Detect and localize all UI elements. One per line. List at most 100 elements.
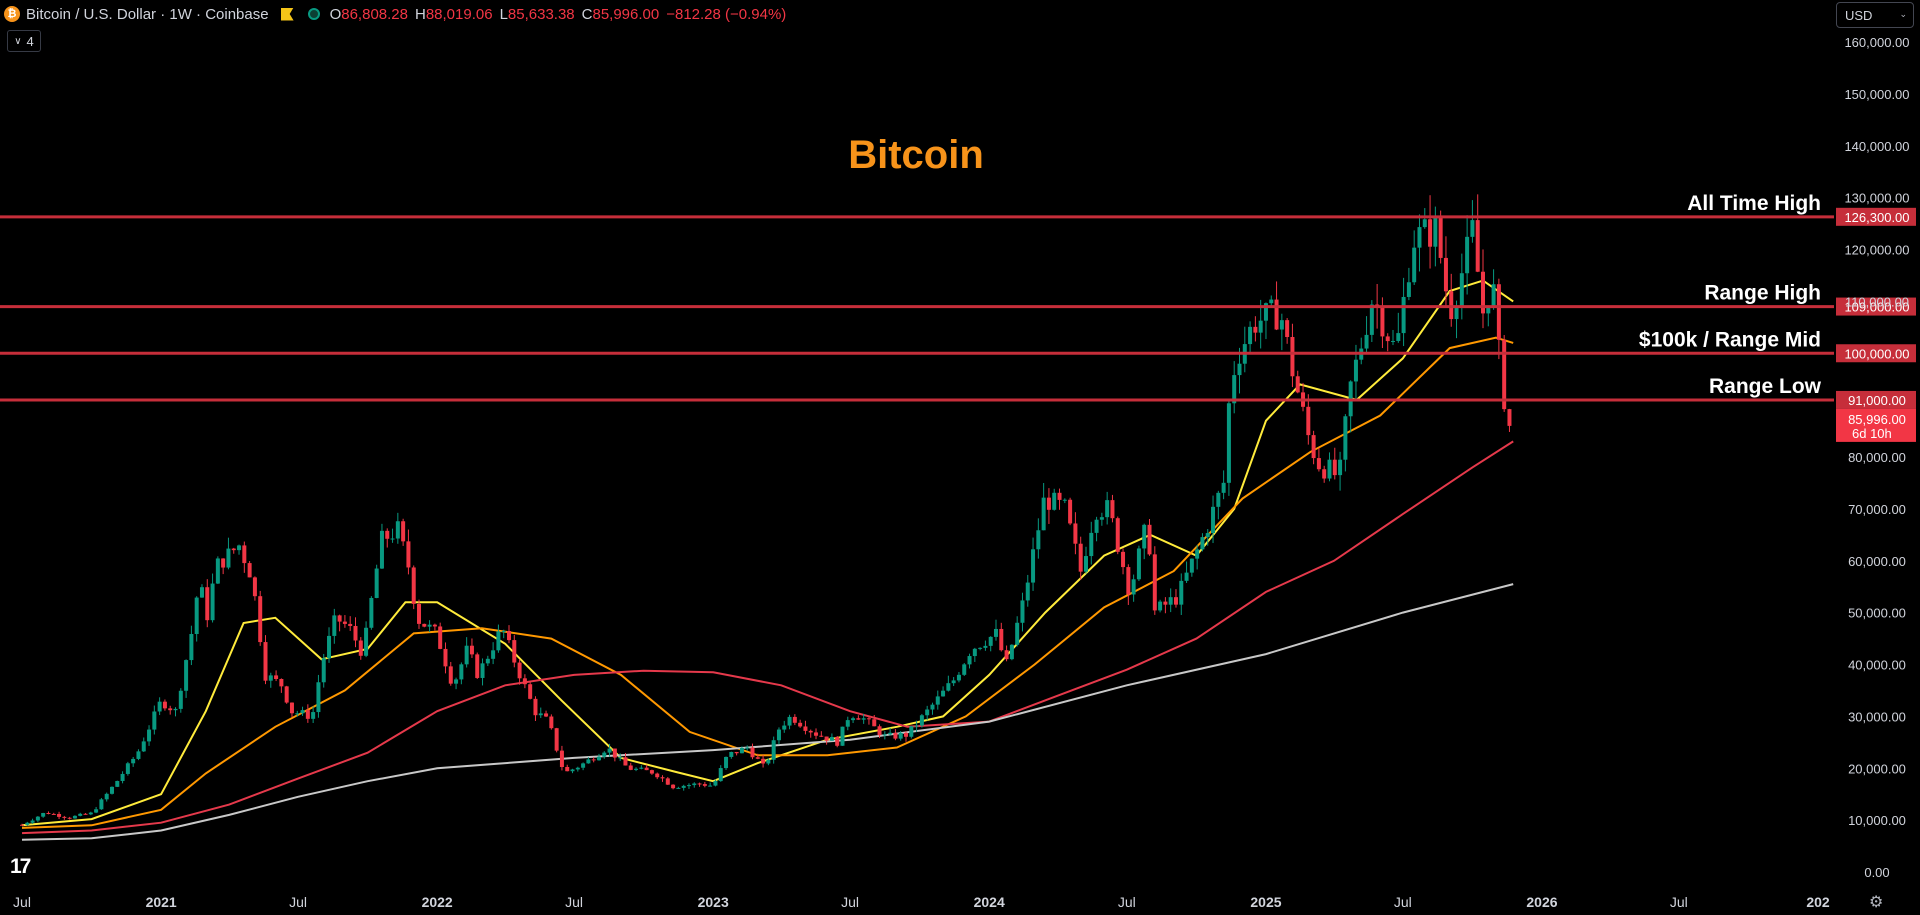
candle <box>618 753 623 761</box>
candles <box>20 194 1512 826</box>
last-price-tag <box>1836 408 1916 442</box>
candle <box>104 792 109 802</box>
candle <box>1316 447 1321 472</box>
candle <box>681 784 686 791</box>
time-tick-label: Jul <box>1394 894 1412 910</box>
candle <box>904 731 909 742</box>
candle <box>1083 546 1088 574</box>
close-key: C <box>581 5 593 23</box>
price-tick-label: 110,000.00 <box>1845 294 1909 309</box>
candle <box>1279 313 1284 351</box>
candle <box>369 596 374 630</box>
price-tick-label: 30,000.00 <box>1848 709 1906 724</box>
candle <box>168 705 173 715</box>
candle <box>72 815 77 819</box>
candle <box>464 637 469 668</box>
candle <box>776 727 781 745</box>
candle <box>231 547 236 554</box>
time-tick-label: 2024 <box>974 894 1005 910</box>
candle <box>628 762 633 771</box>
candle <box>967 653 972 669</box>
candle <box>1226 399 1231 496</box>
candle <box>1015 616 1020 647</box>
candle <box>162 699 167 711</box>
candle <box>565 764 570 772</box>
indicators-toggle-button[interactable]: ∨ 4 <box>7 30 41 52</box>
candle <box>819 731 824 738</box>
candle <box>851 716 856 723</box>
candle <box>173 707 178 717</box>
level-price-label: 100,000.00 <box>1844 346 1909 361</box>
candle <box>1147 518 1152 556</box>
candle <box>1041 482 1046 531</box>
symbol-name[interactable]: Bitcoin / U.S. Dollar · 1W · Coinbase <box>26 5 269 23</box>
candle <box>1105 491 1110 525</box>
candle <box>358 637 363 660</box>
candle <box>469 638 474 658</box>
candle <box>411 565 416 610</box>
candle <box>279 678 284 693</box>
candle <box>771 736 776 764</box>
candle <box>353 617 358 648</box>
price-tick-label: 150,000.00 <box>1844 87 1909 102</box>
candle <box>866 716 871 725</box>
candle <box>554 727 559 753</box>
candle <box>506 625 511 644</box>
moving-average-4 <box>21 583 1514 841</box>
candle <box>1142 523 1147 560</box>
candle <box>1391 329 1396 346</box>
moving-average-2 <box>21 336 1514 829</box>
candle <box>1496 278 1501 360</box>
candle <box>432 623 437 631</box>
candle <box>1491 269 1496 310</box>
candle <box>1332 447 1337 480</box>
candle <box>930 702 935 715</box>
candle <box>438 622 443 650</box>
candle <box>575 766 580 772</box>
candle <box>342 615 347 628</box>
candle <box>1168 588 1173 613</box>
candle <box>1009 644 1014 661</box>
candle <box>1078 536 1083 580</box>
candle <box>157 697 162 716</box>
candle <box>686 783 691 789</box>
candle <box>390 528 395 543</box>
flag-icon[interactable] <box>280 7 294 21</box>
high-key: H <box>414 5 426 23</box>
candle <box>581 762 586 771</box>
candle <box>348 616 353 631</box>
candle <box>956 671 961 683</box>
candle <box>1396 312 1401 343</box>
time-tick-label: 2022 <box>422 894 453 910</box>
candle <box>1152 546 1157 615</box>
candle <box>999 622 1004 652</box>
gear-icon[interactable]: ⚙ <box>1869 894 1884 911</box>
candle <box>1465 215 1470 295</box>
candle <box>1205 529 1210 546</box>
candle <box>1216 490 1221 520</box>
candle <box>512 634 517 668</box>
candle <box>242 541 247 573</box>
moving-average-1 <box>21 279 1514 827</box>
candle <box>1068 497 1073 526</box>
price-tick-label: 140,000.00 <box>1844 139 1909 154</box>
candle <box>1263 302 1268 340</box>
candle <box>210 573 215 623</box>
candle <box>199 584 204 598</box>
candle <box>147 725 152 746</box>
price-tick-label: 50,000.00 <box>1848 606 1906 621</box>
candle <box>644 764 649 771</box>
candle <box>1099 512 1104 526</box>
candle <box>1052 488 1057 511</box>
candle <box>305 704 310 723</box>
candle <box>1322 465 1327 483</box>
candle <box>385 528 390 548</box>
currency-select[interactable]: USD ⌄ <box>1836 2 1914 28</box>
candle <box>1025 574 1030 607</box>
candle <box>35 816 40 823</box>
bitcoin-icon: ₿ <box>4 6 20 22</box>
candle <box>459 662 464 685</box>
time-tick-label: 2021 <box>146 894 177 910</box>
candle <box>417 599 422 629</box>
